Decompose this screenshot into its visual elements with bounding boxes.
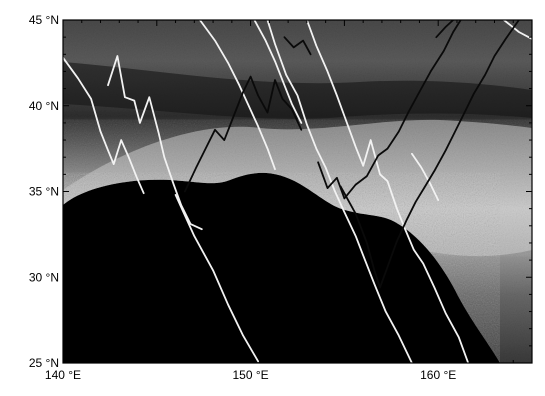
drifter-track (174, 194, 259, 363)
drifter-track (283, 36, 312, 56)
drifter-track (411, 152, 440, 201)
lat-tick-label: 25 °N (29, 356, 59, 370)
lon-tick-label: 150 °E (233, 368, 269, 382)
lat-tick-label: 35 °N (29, 185, 59, 199)
dark-upper-band (63, 62, 532, 119)
map-field (63, 20, 532, 363)
lon-tick-label: 140 °E (45, 368, 81, 382)
latitude-axis: 45 °N 40 °N 35 °N 30 °N 25 °N (29, 13, 532, 370)
drifter-tracks (63, 20, 532, 363)
drifter-track (107, 55, 203, 231)
dark-southern-region (63, 172, 500, 363)
drifter-track (266, 20, 413, 363)
lat-tick-label: 45 °N (29, 13, 59, 27)
drifter-track (435, 20, 455, 39)
drifter-track (317, 20, 462, 200)
lon-tick-label: 160 °E (420, 368, 456, 382)
drifter-track (199, 20, 276, 171)
lat-tick-label: 40 °N (29, 99, 59, 113)
drifter-track (503, 20, 532, 40)
drifter-track (63, 56, 145, 195)
drifter-track (184, 75, 303, 193)
drifter-track (253, 20, 303, 124)
lat-tick-label: 30 °N (29, 270, 59, 284)
drifter-track (339, 20, 520, 289)
longitude-axis: 140 °E 150 °E 160 °E (45, 20, 533, 382)
drifter-track (306, 20, 470, 363)
